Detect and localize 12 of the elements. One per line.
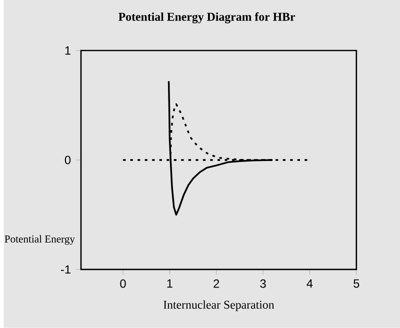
y-tick-label: 0 (64, 156, 71, 164)
x-tick-label: 2 (214, 279, 220, 288)
x-tick-label: 3 (260, 279, 266, 288)
x-tick-label: 1 (167, 279, 172, 288)
x-tick-label: 0 (120, 279, 126, 288)
y-tick-label: -1 (61, 265, 70, 274)
x-tick-label: 4 (306, 279, 313, 288)
chart-title: Potential Energy Diagram for HBr (118, 12, 296, 24)
x-tick-label: 5 (354, 279, 360, 288)
y-tick-label: 1 (65, 46, 70, 55)
x-axis-title: Internuclear Separation (164, 300, 274, 312)
y-axis-title: Potential Energy (4, 235, 75, 245)
